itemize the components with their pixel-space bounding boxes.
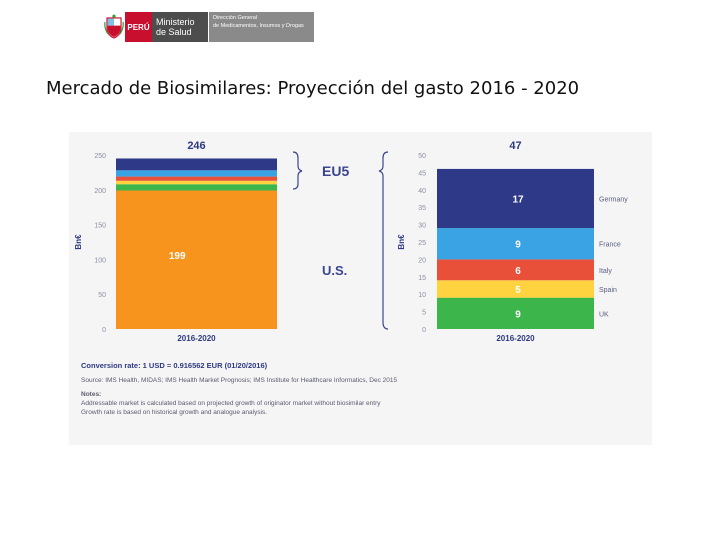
right-brace bbox=[378, 151, 389, 330]
ministry-logo: PERÚ Ministerio de Salud Dirección Gener… bbox=[103, 12, 314, 42]
infographic-panel: Bn€ Bn€ 0 50 100 150 200 250 199 246 2016-2020 … bbox=[69, 132, 652, 445]
right-y-tick-20: 20 bbox=[418, 257, 426, 264]
right-bar-uk bbox=[437, 297, 594, 329]
legend-france: France bbox=[599, 242, 621, 249]
legend-spain: Spain bbox=[599, 287, 617, 294]
right-y-tick-45: 45 bbox=[418, 170, 426, 177]
directorate-name: Dirección General de Medicamentos, Insum… bbox=[208, 12, 314, 42]
right-y-ticks: 0 5 10 15 20 25 30 35 40 45 50 bbox=[418, 153, 426, 334]
country-legend: UK Spain Italy France Germany bbox=[599, 197, 628, 319]
left-y-ticks: 0 50 100 150 200 250 bbox=[94, 153, 106, 334]
right-stacked-bar: 9 5 6 9 17 47 2016-2020 bbox=[437, 140, 594, 343]
right-bar-italy bbox=[437, 259, 594, 281]
legend-uk: UK bbox=[599, 311, 609, 318]
left-bar-spain bbox=[116, 180, 277, 185]
right-y-tick-40: 40 bbox=[418, 188, 426, 195]
right-y-tick-50: 50 bbox=[418, 153, 426, 160]
legend-italy: Italy bbox=[599, 268, 612, 275]
left-bar-label-us: 199 bbox=[169, 251, 186, 262]
right-y-tick-25: 25 bbox=[418, 240, 426, 247]
directorate-line2: de Medicamentos, Insumos y Drogas bbox=[213, 22, 304, 29]
right-bar-label-france: 9 bbox=[515, 240, 521, 251]
left-y-tick-250: 250 bbox=[94, 153, 106, 160]
right-y-tick-15: 15 bbox=[418, 275, 426, 282]
notes-heading: Notes: bbox=[81, 391, 102, 398]
right-category-label: 2016-2020 bbox=[496, 334, 535, 343]
ministry-name-line1: Ministerio bbox=[156, 17, 195, 27]
left-y-tick-100: 100 bbox=[94, 257, 106, 264]
right-bar-spain bbox=[437, 280, 594, 298]
right-y-tick-30: 30 bbox=[418, 223, 426, 230]
left-y-tick-200: 200 bbox=[94, 188, 106, 195]
right-y-axis-label: Bn€ bbox=[397, 234, 406, 250]
ministry-name-line2: de Salud bbox=[156, 27, 192, 37]
directorate-line1: Dirección General bbox=[213, 15, 258, 21]
ministry-name: Ministerio de Salud bbox=[152, 12, 208, 42]
source-line: Source: IMS Health, MIDAS; IMS Health Ma… bbox=[81, 377, 398, 384]
peru-label: PERÚ bbox=[125, 12, 152, 42]
left-category-label: 2016-2020 bbox=[177, 334, 216, 343]
left-y-axis-label: Bn€ bbox=[74, 234, 83, 250]
eu5-label: EU5 bbox=[322, 163, 349, 179]
conversion-rate: Conversion rate: 1 USD = 0.916562 EUR (0… bbox=[81, 361, 268, 370]
left-bar-italy bbox=[116, 176, 277, 181]
right-bar-label-uk: 9 bbox=[515, 309, 521, 320]
left-y-tick-0: 0 bbox=[102, 327, 106, 334]
left-bar-us bbox=[116, 190, 277, 329]
left-bar-france bbox=[116, 170, 277, 177]
right-bar-label-germany: 17 bbox=[512, 195, 524, 206]
legend-germany: Germany bbox=[599, 197, 628, 204]
page-title: Mercado de Biosimilares: Proyección del … bbox=[46, 78, 580, 99]
right-y-tick-5: 5 bbox=[422, 310, 426, 317]
right-total-label: 47 bbox=[509, 140, 521, 152]
right-bar-france bbox=[437, 228, 594, 260]
right-bar-germany bbox=[437, 168, 594, 229]
right-bar-label-spain: 5 bbox=[515, 285, 521, 296]
left-stacked-bar: 199 246 2016-2020 bbox=[116, 140, 277, 343]
note-line-2: Growth rate is based on historical growt… bbox=[81, 409, 268, 416]
left-brace bbox=[292, 151, 303, 190]
left-y-tick-50: 50 bbox=[98, 292, 106, 299]
left-bar-uk bbox=[116, 184, 277, 191]
coat-of-arms-icon bbox=[103, 12, 125, 42]
left-y-tick-150: 150 bbox=[94, 223, 106, 230]
left-bar-germany bbox=[116, 158, 277, 171]
right-bar-label-italy: 6 bbox=[515, 266, 521, 277]
right-y-tick-10: 10 bbox=[418, 292, 426, 299]
left-total-label: 246 bbox=[187, 140, 205, 152]
chart-notes: Conversion rate: 1 USD = 0.916562 EUR (0… bbox=[81, 361, 646, 417]
us-label: U.S. bbox=[322, 263, 347, 278]
note-line-1: Addressable market is calculated based o… bbox=[81, 400, 381, 407]
right-y-tick-35: 35 bbox=[418, 205, 426, 212]
right-y-tick-0: 0 bbox=[422, 327, 426, 334]
